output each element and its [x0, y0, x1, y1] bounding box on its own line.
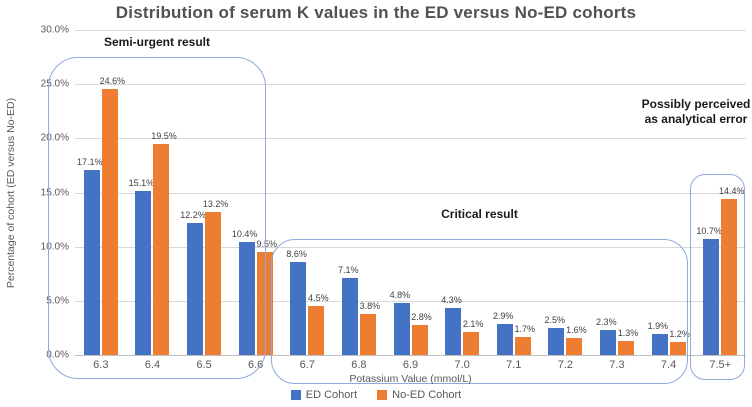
- bar-ed-cohort: [496, 323, 513, 355]
- y-tick-label: 30.0%: [40, 24, 69, 36]
- data-label: 2.9%: [492, 310, 514, 321]
- x-tick-label: 6.7: [299, 359, 315, 371]
- gridline: [75, 192, 746, 194]
- data-label: 2.3%: [596, 317, 617, 328]
- y-tick-label: 5.0%: [46, 295, 69, 307]
- bar-no-ed-cohort: [256, 252, 273, 355]
- gridline: [75, 30, 746, 31]
- data-label: 2.5%: [544, 314, 565, 325]
- analytical-error-line2: as analytical error: [644, 112, 748, 126]
- bar-ed-cohort: [290, 261, 307, 355]
- gridline: [75, 246, 746, 248]
- data-label: 7.1%: [337, 265, 359, 276]
- x-tick-label: 6.8: [351, 359, 367, 371]
- bar-no-ed-cohort: [566, 337, 583, 355]
- data-label: 1.6%: [566, 324, 587, 335]
- bar-no-ed-cohort: [514, 336, 531, 355]
- data-label: 19.5%: [151, 130, 177, 141]
- x-tick-label: 7.5+: [709, 359, 732, 371]
- data-label: 24.6%: [99, 75, 126, 86]
- critical-label: Critical result: [441, 207, 518, 221]
- x-tick-label: 6.3: [93, 359, 109, 371]
- bar-no-ed-cohort: [463, 332, 480, 355]
- gridline: [75, 355, 746, 356]
- bar-ed-cohort: [651, 334, 668, 355]
- y-tick-label: 10.0%: [40, 241, 69, 253]
- bar-ed-cohort: [445, 308, 462, 355]
- x-tick-label: 7.2: [557, 359, 573, 371]
- x-tick-label: 7.1: [506, 359, 522, 371]
- x-tick-label: 6.5: [196, 359, 212, 371]
- legend-item-ed: ED Cohort: [290, 389, 358, 401]
- data-label: 10.4%: [231, 229, 258, 240]
- ed-cohort-swatch-icon: [290, 390, 301, 400]
- semi-urgent-label: Semi-urgent result: [103, 35, 211, 49]
- data-label: 4.8%: [389, 290, 411, 300]
- y-tick-label: 15.0%: [40, 187, 69, 198]
- y-tick-label: 20.0%: [40, 132, 69, 144]
- gridline: [75, 84, 746, 86]
- data-label: 1.7%: [514, 323, 536, 334]
- bar-no-ed-cohort: [617, 340, 634, 355]
- chart-legend: ED Cohort No-ED Cohort: [0, 389, 752, 401]
- data-label: 4.5%: [308, 293, 329, 304]
- analytical-error-line1: Possibly perceived: [641, 97, 751, 111]
- no-ed-cohort-swatch-icon: [377, 390, 388, 400]
- bar-ed-cohort: [341, 278, 358, 355]
- data-label: 2.1%: [462, 319, 484, 330]
- x-tick-label: 7.0: [454, 359, 470, 371]
- data-label: 3.8%: [359, 300, 381, 311]
- legend-item-noed: No-ED Cohort: [377, 389, 461, 401]
- bar-no-ed-cohort: [359, 313, 376, 355]
- bar-ed-cohort: [83, 169, 100, 355]
- bar-no-ed-cohort: [153, 143, 170, 355]
- bar-ed-cohort: [599, 330, 616, 355]
- data-label: 8.6%: [286, 248, 307, 259]
- bar-ed-cohort: [135, 191, 152, 355]
- bar-ed-cohort: [187, 222, 204, 355]
- bar-no-ed-cohort: [205, 212, 222, 355]
- bar-no-ed-cohort: [308, 306, 325, 355]
- x-tick-label: 7.3: [609, 359, 625, 371]
- legend-label-ed: ED Cohort: [305, 389, 358, 401]
- data-label: 4.3%: [441, 295, 462, 306]
- gridline: [75, 138, 746, 140]
- gridline: [75, 300, 746, 302]
- critical-group-box: [271, 239, 688, 384]
- plot-area: 17.1% 24.6% 6.3 15.1% 19.5% 6.4 12.2% 13.2% 6.5 1…: [75, 30, 746, 371]
- analytical-error-group-box: [690, 174, 745, 380]
- data-label: 2.8%: [411, 311, 432, 322]
- bar-ed-cohort: [703, 239, 720, 355]
- data-label: 1.3%: [617, 327, 639, 338]
- bar-ed-cohort: [393, 303, 410, 355]
- data-label: 9.5%: [256, 239, 277, 250]
- data-label: 17.1%: [76, 156, 103, 167]
- data-label: 14.4%: [718, 186, 745, 196]
- x-tick-label: 6.9: [402, 359, 419, 371]
- data-label: 13.2%: [202, 199, 229, 209]
- bar-no-ed-cohort: [101, 88, 118, 355]
- bar-no-ed-cohort: [669, 342, 686, 355]
- data-label: 10.7%: [696, 226, 722, 237]
- bar-ed-cohort: [238, 242, 255, 355]
- data-label: 1.9%: [647, 321, 669, 332]
- bar-no-ed-cohort: [721, 199, 738, 355]
- analytical-error-label: Possibly perceived as analytical error: [640, 97, 752, 127]
- chart-title: Distribution of serum K values in the ED…: [115, 3, 637, 22]
- x-axis-title: Potassium Value (mmol/L): [349, 373, 472, 385]
- bar-ed-cohort: [548, 327, 565, 355]
- semi-urgent-group-box: [48, 57, 266, 379]
- data-label: 1.2%: [669, 329, 690, 339]
- bar-no-ed-cohort: [411, 324, 428, 355]
- data-label: 12.2%: [180, 209, 206, 220]
- data-label: 15.1%: [128, 178, 155, 189]
- legend-label-noed: No-ED Cohort: [392, 389, 462, 401]
- x-tick-label: 6.4: [144, 359, 161, 371]
